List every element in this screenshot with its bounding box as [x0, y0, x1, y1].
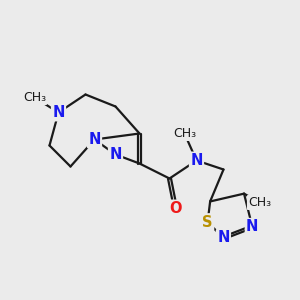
Text: N: N	[52, 105, 65, 120]
Text: N: N	[190, 153, 203, 168]
Text: N: N	[88, 132, 101, 147]
Text: N: N	[217, 230, 230, 245]
Text: N: N	[109, 147, 122, 162]
Text: O: O	[169, 201, 182, 216]
Text: CH₃: CH₃	[173, 127, 196, 140]
Text: S: S	[202, 214, 213, 230]
Text: N: N	[246, 219, 259, 234]
Text: CH₃: CH₃	[248, 196, 271, 209]
Text: CH₃: CH₃	[23, 91, 46, 104]
